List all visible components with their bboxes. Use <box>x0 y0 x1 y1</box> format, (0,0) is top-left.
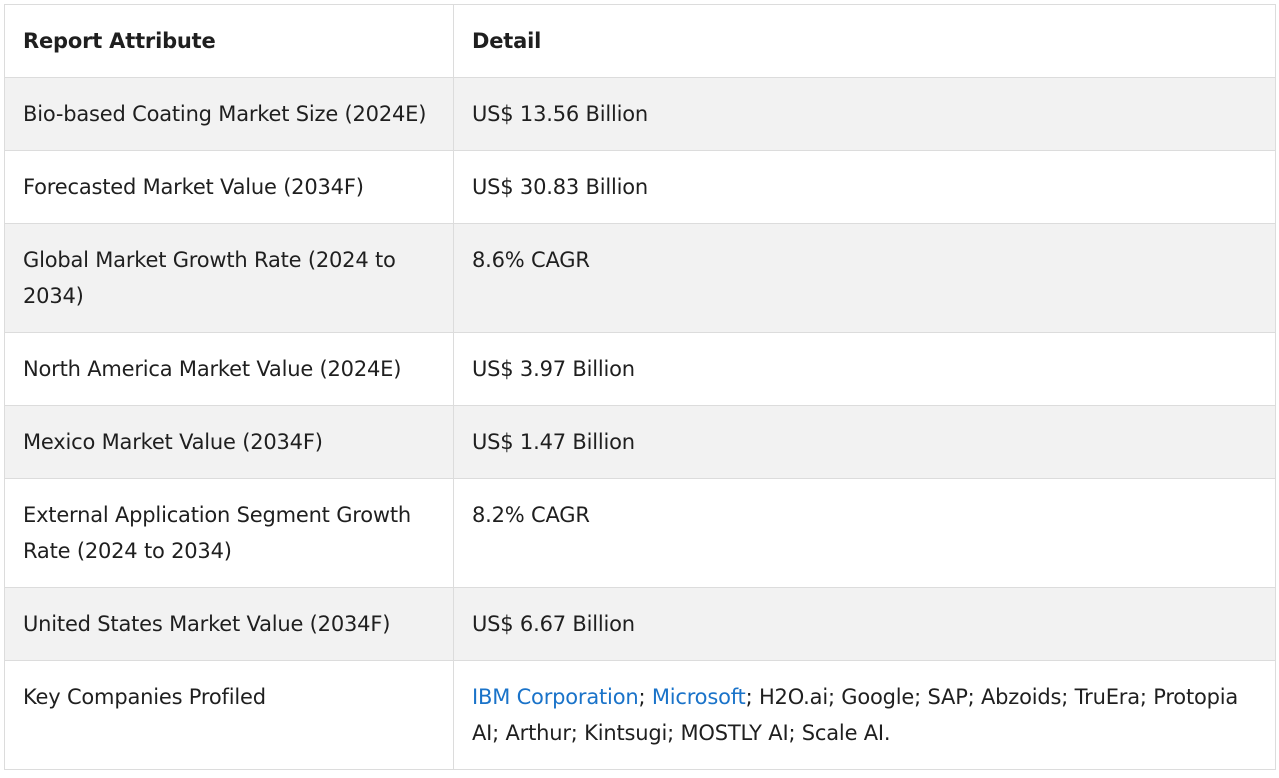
table-row: United States Market Value (2034F) US$ 6… <box>4 587 1276 661</box>
table-row: North America Market Value (2024E) US$ 3… <box>4 332 1276 406</box>
detail-cell: US$ 6.67 Billion <box>453 587 1276 661</box>
table-row: Bio-based Coating Market Size (2024E) US… <box>4 77 1276 151</box>
attribute-cell: Global Market Growth Rate (2024 to 2034) <box>4 223 454 333</box>
attribute-cell: Forecasted Market Value (2034F) <box>4 150 454 224</box>
report-attributes-table-container: Report Attribute Detail Bio-based Coatin… <box>4 4 1276 770</box>
companies-separator: ; <box>638 685 652 709</box>
key-companies-cell: IBM Corporation; Microsoft; H2O.ai; Goog… <box>453 660 1276 770</box>
ibm-corporation-link[interactable]: IBM Corporation <box>472 685 639 709</box>
detail-cell: 8.2% CAGR <box>453 478 1276 588</box>
attribute-cell: Key Companies Profiled <box>4 660 454 770</box>
attribute-cell: North America Market Value (2024E) <box>4 332 454 406</box>
report-attributes-table: Report Attribute Detail Bio-based Coatin… <box>4 4 1276 770</box>
attribute-cell: External Application Segment Growth Rate… <box>4 478 454 588</box>
detail-cell: US$ 13.56 Billion <box>453 77 1276 151</box>
detail-cell: US$ 1.47 Billion <box>453 405 1276 479</box>
microsoft-link[interactable]: Microsoft <box>651 685 746 709</box>
attribute-cell: United States Market Value (2034F) <box>4 587 454 661</box>
table-row: External Application Segment Growth Rate… <box>4 478 1276 588</box>
table-row-key-companies: Key Companies Profiled IBM Corporation; … <box>4 660 1276 770</box>
detail-cell: US$ 30.83 Billion <box>453 150 1276 224</box>
table-row: Forecasted Market Value (2034F) US$ 30.8… <box>4 150 1276 224</box>
table-row: Global Market Growth Rate (2024 to 2034)… <box>4 223 1276 333</box>
column-header-attribute: Report Attribute <box>4 4 454 78</box>
companies-list-text: ; H2O.ai; Google; SAP; Abzoids; TruEra; … <box>472 685 1239 745</box>
detail-cell: US$ 3.97 Billion <box>453 332 1276 406</box>
column-header-detail: Detail <box>453 4 1276 78</box>
attribute-cell: Bio-based Coating Market Size (2024E) <box>4 77 454 151</box>
detail-cell: 8.6% CAGR <box>453 223 1276 333</box>
table-header-row: Report Attribute Detail <box>4 4 1276 78</box>
attribute-cell: Mexico Market Value (2034F) <box>4 405 454 479</box>
table-row: Mexico Market Value (2034F) US$ 1.47 Bil… <box>4 405 1276 479</box>
